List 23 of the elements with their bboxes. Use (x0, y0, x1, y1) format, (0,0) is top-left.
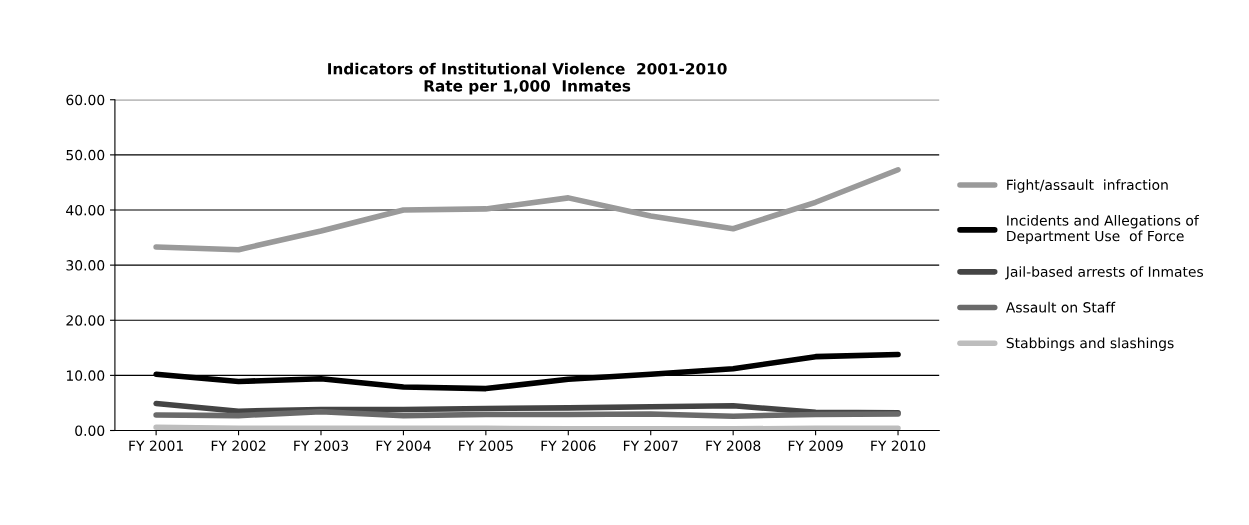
y-tick-label: 10.00 (66, 370, 105, 381)
legend-label: Incidents and Allegations of Department Use of Force (1007, 214, 1200, 244)
y-tick-label: 50.00 (66, 149, 105, 161)
legend-label: Assault on Staff (1005, 301, 1116, 313)
legend-label: Jail-based arrests of Inmates (1005, 266, 1204, 280)
x-tick-label: FY 2007 (623, 440, 678, 451)
chart-title: Indicators of Institutional Violence 2001-2010 Rate per 1,000 Inmates (328, 62, 727, 95)
y-tick-label: 60.00 (66, 94, 105, 106)
x-tick-label: FY 2004 (376, 440, 431, 451)
x-tick-label: FY 2010 (871, 440, 926, 451)
x-tick-label: FY 2001 (129, 440, 183, 451)
y-tick-label: 30.00 (66, 260, 105, 271)
x-tick-label: FY 2002 (211, 440, 266, 451)
x-tick-label: FY 2003 (294, 440, 348, 451)
x-tick-label: FY 2008 (706, 440, 761, 451)
x-tick-label: FY 2006 (541, 440, 596, 451)
legend-label: Fight/assault infraction (1007, 179, 1168, 193)
y-tick-label: 40.00 (66, 204, 105, 216)
x-tick-label: FY 2005 (459, 440, 513, 451)
x-tick-label: FY 2009 (788, 440, 843, 451)
y-tick-label: 0.00 (75, 425, 105, 436)
y-tick-label: 20.00 (66, 315, 105, 326)
legend-label: Stabbings and slashings (1006, 337, 1174, 351)
